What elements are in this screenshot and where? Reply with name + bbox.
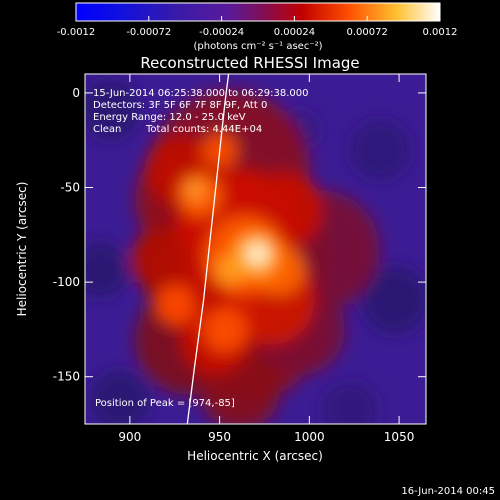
colorbar-tick-label: -0.0012 xyxy=(57,27,96,38)
x-tick-label: 950 xyxy=(208,430,231,444)
colorbar-tick-label: -0.00072 xyxy=(126,27,171,38)
annotation-time-range: 15-Jun-2014 06:25:38.000 to 06:29:38.000 xyxy=(93,88,309,99)
y-tick-label: -150 xyxy=(53,370,80,384)
x-tick-label: 900 xyxy=(118,430,141,444)
y-tick-label: -50 xyxy=(60,181,80,195)
emission-blobs xyxy=(85,80,426,424)
colorbar-tick-label: -0.00024 xyxy=(199,27,244,38)
x-axis-label: Heliocentric X (arcsec) xyxy=(187,449,323,463)
emission-blob xyxy=(350,120,410,180)
colorbar-gradient xyxy=(75,2,441,22)
plot-frame xyxy=(84,73,427,425)
y-tick-label: -100 xyxy=(53,275,80,289)
footer-timestamp: 16-Jun-2014 00:45 xyxy=(401,486,495,497)
colorbar-tick-label: 0.0012 xyxy=(423,27,458,38)
emission-blob xyxy=(215,255,245,285)
emission-blob xyxy=(85,80,140,140)
annotation-total-counts: Total counts: 4.44E+04 xyxy=(145,124,262,135)
solar-limb-line xyxy=(186,74,230,424)
colorbar-ticks: -0.0012 -0.00072 -0.00024 0.00024 0.00072 0.0… xyxy=(57,16,458,38)
emission-blob xyxy=(155,285,195,325)
annotation-block: 15-Jun-2014 06:25:38.000 to 06:29:38.000… xyxy=(93,88,309,135)
colorbar: -0.0012 -0.00072 -0.00024 0.00024 0.00072 0.0… xyxy=(57,2,458,52)
colorbar-tick-label: 0.00024 xyxy=(274,27,315,38)
colorbar-units: (photons cm⁻² s⁻¹ asec⁻²) xyxy=(193,41,322,52)
emission-blob xyxy=(203,308,247,352)
emission-blob xyxy=(85,242,128,298)
annotation-energy-range: Energy Range: 12.0 - 25.0 keV xyxy=(93,112,246,123)
annotation-method: Clean xyxy=(93,124,121,135)
emission-blob xyxy=(251,247,264,260)
x-tick-label: 1050 xyxy=(384,430,415,444)
peak-position-label: Position of Peak = [974,-85] xyxy=(95,398,235,409)
emission-blob xyxy=(185,180,205,200)
x-axis: 900 950 1000 1050 xyxy=(118,74,414,444)
emission-blob xyxy=(130,230,190,290)
y-axis-label: Heliocentric Y (arcsec) xyxy=(15,182,29,317)
heatmap-image xyxy=(85,74,426,424)
x-tick-label: 1000 xyxy=(294,430,325,444)
y-axis: -150 -100 -50 0 xyxy=(53,86,426,384)
emission-blob xyxy=(322,382,378,424)
emission-blob xyxy=(90,370,150,424)
y-tick-label: 0 xyxy=(72,86,80,100)
chart-title: Reconstructed RHESSI Image xyxy=(140,54,359,72)
annotation-detectors: Detectors: 3F 5F 6F 7F 8F 9F, Att 0 xyxy=(93,100,267,111)
emission-blob xyxy=(361,266,426,334)
colorbar-tick-label: 0.00072 xyxy=(347,27,388,38)
